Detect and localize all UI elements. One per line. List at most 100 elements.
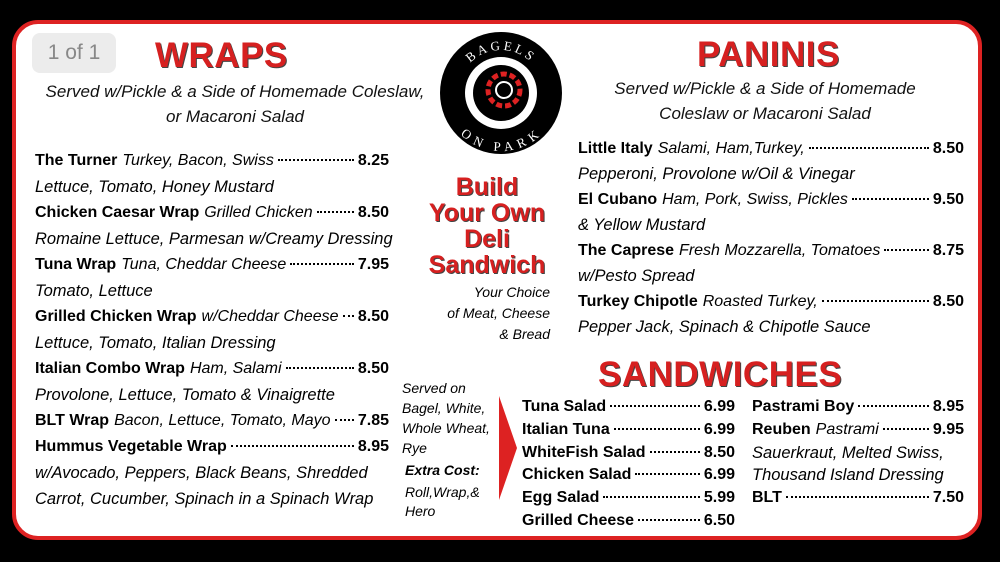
item-price: 8.75 — [932, 242, 964, 259]
item-price: 7.50 — [932, 489, 964, 507]
item-price: 8.50 — [357, 308, 389, 325]
item-name: BLT — [752, 489, 782, 507]
build-choice: & Bread — [499, 326, 550, 342]
menu-item: El Cubano Ham, Pork, Swiss, Pickles 9.50 — [578, 187, 964, 213]
item-price: 6.99 — [703, 466, 735, 484]
item-description: Ham, Pork, Swiss, Pickles — [662, 191, 848, 208]
item-description: Turkey, Bacon, Swiss — [122, 152, 274, 169]
extra-cost-note: Roll,Wrap,& — [405, 484, 480, 500]
item-price: 6.50 — [703, 512, 735, 529]
item-name: Chicken Salad — [522, 466, 632, 484]
arrow-shape — [499, 396, 517, 500]
menu-item: Egg Salad 5.99 — [522, 487, 735, 510]
extra-cost-label: Extra Cost: — [405, 462, 480, 478]
item-price: 8.50 — [932, 293, 964, 310]
leader-dots — [277, 159, 354, 161]
item-price: 9.50 — [932, 191, 964, 208]
menu-item: Italian Tuna 6.99 — [522, 419, 735, 442]
item-name: The Caprese — [578, 242, 675, 259]
item-name: Italian Tuna — [522, 420, 610, 438]
leader-dots — [285, 367, 354, 369]
item-description: Roasted Turkey, — [702, 293, 818, 310]
item-price: 9.95 — [932, 420, 964, 438]
page-badge: 1 of 1 — [32, 33, 116, 73]
item-description: Bacon, Lettuce, Tomato, Mayo — [114, 412, 331, 429]
item-name: Little Italy — [578, 140, 653, 157]
served-note: Whole Wheat, — [402, 420, 490, 436]
menu-item: Italian Combo Wrap Ham, Salami 8.50 — [35, 356, 389, 382]
item-name: Grilled Chicken Wrap — [35, 308, 197, 325]
leader-dots — [342, 315, 354, 317]
item-name: Hummus Vegetable Wrap — [35, 438, 227, 455]
served-note: Bagel, White, — [402, 400, 486, 416]
item-description: Pastrami — [815, 420, 879, 438]
item-name: El Cubano — [578, 191, 658, 208]
section-subtitle: or Macaroni Salad — [166, 107, 304, 126]
served-note: Rye — [402, 440, 427, 456]
menu-item: Hummus Vegetable Wrap 8.95 — [35, 434, 389, 460]
menu-item: WhiteFish Salad 8.50 — [522, 442, 735, 465]
leader-dots — [884, 249, 929, 251]
build-choice: Your Choice — [473, 284, 550, 300]
leader-dots — [882, 427, 929, 430]
extra-cost-note: Hero — [405, 503, 436, 519]
item-price: 8.50 — [357, 204, 389, 221]
item-description: Salami, Ham,Turkey, — [657, 140, 805, 157]
item-description: Ham, Salami — [189, 360, 282, 377]
item-price: 8.50 — [932, 140, 964, 157]
build-title: Deli — [464, 225, 510, 253]
arrow — [499, 396, 517, 500]
leader-dots — [334, 419, 354, 421]
menu-item: The Caprese Fresh Mozzarella, Tomatoes 8.7… — [578, 238, 964, 264]
served-note: Served on — [402, 380, 466, 396]
item-detail: Pepper Jack, Spinach & Chipotle Sauce — [578, 317, 871, 336]
item-description: Tuna, Cheddar Cheese — [121, 256, 287, 273]
leader-dots — [603, 496, 700, 499]
leader-dots — [821, 300, 929, 302]
section-subtitle: Coleslaw or Macaroni Salad — [659, 104, 871, 123]
item-name: Pastrami Boy — [752, 398, 855, 415]
item-name: Grilled Cheese — [522, 512, 635, 529]
item-name: Reuben — [752, 420, 811, 438]
item-price: 7.95 — [357, 256, 389, 273]
item-detail: w/Avocado, Peppers, Black Beans, Shredde… — [35, 464, 368, 482]
build-title: Sandwich — [428, 251, 546, 279]
item-name: BLT Wrap — [35, 412, 110, 429]
item-detail: Tomato, Lettuce — [35, 282, 153, 300]
item-name: Italian Combo Wrap — [35, 360, 185, 377]
section-title: WRAPS — [155, 36, 288, 75]
logo: BAGELS ON PARK — [440, 32, 562, 154]
build-title: Your Own — [428, 199, 546, 227]
leader-dots — [290, 263, 354, 265]
item-name: Chicken Caesar Wrap — [35, 204, 200, 221]
item-name: Egg Salad — [522, 489, 600, 507]
menu-item: Tuna Wrap Tuna, Cheddar Cheese 7.95 — [35, 252, 389, 278]
item-detail: w/Pesto Spread — [578, 266, 695, 285]
item-name: Tuna Salad — [522, 398, 607, 415]
menu-item: Grilled Cheese 6.50 — [522, 510, 735, 533]
item-detail: Pepperoni, Provolone w/Oil & Vinegar — [578, 164, 855, 183]
section-title: PANINIS — [697, 35, 840, 74]
menu-item: Pastrami Boy 8.95 — [752, 396, 964, 419]
item-detail: Carrot, Cucumber, Spinach in a Spinach W… — [35, 490, 374, 508]
item-price: 8.95 — [357, 438, 389, 455]
leader-dots — [858, 405, 929, 407]
menu-item: Chicken Caesar Wrap Grilled Chicken 8.50 — [35, 200, 389, 226]
menu-item: Tuna Salad 6.99 — [522, 396, 735, 419]
logo-hole — [495, 81, 513, 99]
item-description: Fresh Mozzarella, Tomatoes — [679, 242, 881, 259]
leader-dots — [785, 496, 929, 499]
section-title: SANDWICHES — [598, 355, 843, 394]
item-price: 6.99 — [703, 398, 735, 415]
menu-item: The Turner Turkey, Bacon, Swiss 8.25 — [35, 148, 389, 174]
leader-dots — [610, 405, 700, 407]
item-price: 8.25 — [357, 152, 389, 169]
item-price: 6.99 — [703, 420, 735, 438]
item-description: Grilled Chicken — [204, 204, 313, 221]
item-detail: & Yellow Mustard — [578, 215, 706, 234]
item-name: The Turner — [35, 152, 118, 169]
build-choice: of Meat, Cheese — [447, 305, 550, 321]
item-price: 5.99 — [703, 489, 735, 507]
item-price: 8.50 — [703, 443, 735, 461]
